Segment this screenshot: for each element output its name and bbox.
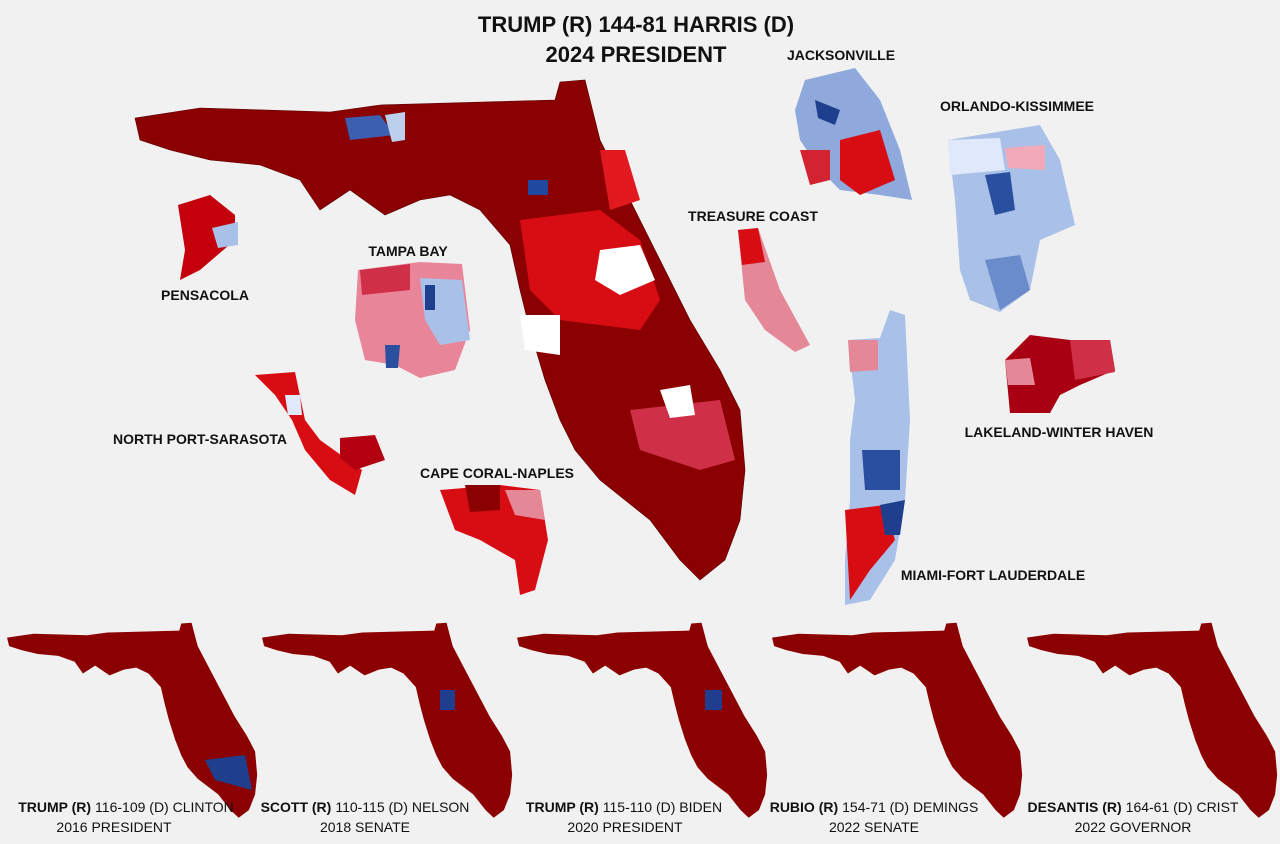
race-result: TRUMP (R) 115-110 (D) BIDEN <box>526 799 722 815</box>
winner: TRUMP (R) <box>18 799 91 815</box>
main-map <box>134 79 746 581</box>
inset-label: CAPE CORAL-NAPLES <box>420 465 574 481</box>
past-race-3: TRUMP (R) 115-110 (D) BIDEN 2020 PRESIDEN… <box>517 622 768 835</box>
race-result: SCOTT (R) 110-115 (D) NELSON <box>261 799 470 815</box>
inset-label: MIAMI-FORT LAUDERDALE <box>901 567 1085 583</box>
subtitle: 2024 PRESIDENT <box>546 42 728 67</box>
inset-label: JACKSONVILLE <box>787 47 895 63</box>
race-result: DESANTIS (R) 164-61 (D) CRIST <box>1028 799 1239 815</box>
winner: SCOTT (R) <box>261 799 332 815</box>
inset-miami: MIAMI-FORT LAUDERDALE <box>845 310 1085 605</box>
inset-treasure-coast: TREASURE COAST <box>688 208 818 352</box>
race: 2018 SENATE <box>320 819 410 835</box>
result: 110-115 (D) NELSON <box>335 799 469 815</box>
inset-label: PENSACOLA <box>161 287 249 303</box>
race: 2020 PRESIDENT <box>567 819 683 835</box>
winner: RUBIO (R) <box>770 799 838 815</box>
race-result: RUBIO (R) 154-71 (D) DEMINGS <box>770 799 979 815</box>
past-race-2: SCOTT (R) 110-115 (D) NELSON 2018 SENATE <box>261 622 513 835</box>
inset-label: NORTH PORT-SARASOTA <box>113 431 287 447</box>
winner: DESANTIS (R) <box>1028 799 1122 815</box>
inset-cape-coral: CAPE CORAL-NAPLES <box>420 465 574 595</box>
inset-label: TAMPA BAY <box>368 243 448 259</box>
result: 115-110 (D) BIDEN <box>603 799 722 815</box>
inset-jacksonville: JACKSONVILLE <box>787 47 912 200</box>
inset-sarasota: NORTH PORT-SARASOTA <box>113 372 385 495</box>
result: 116-109 (D) CLINTON <box>95 799 234 815</box>
past-race-5: DESANTIS (R) 164-61 (D) CRIST 2022 GOVERN… <box>1027 622 1278 835</box>
title: TRUMP (R) 144-81 HARRIS (D) <box>478 12 794 37</box>
inset-orlando: ORLANDO-KISSIMMEE <box>940 98 1094 312</box>
past-race-4: RUBIO (R) 154-71 (D) DEMINGS 2022 SENATE <box>770 622 1023 835</box>
inset-pensacola: PENSACOLA <box>161 195 249 303</box>
race: 2022 GOVERNOR <box>1075 819 1192 835</box>
winner: TRUMP (R) <box>526 799 599 815</box>
past-race-1: TRUMP (R) 116-109 (D) CLINTON 2016 PRESID… <box>7 622 258 835</box>
inset-tampa: TAMPA BAY <box>355 243 470 378</box>
result: 154-71 (D) DEMINGS <box>842 799 978 815</box>
inset-lakeland: LAKELAND-WINTER HAVEN <box>965 335 1154 440</box>
race-result: TRUMP (R) 116-109 (D) CLINTON <box>18 799 234 815</box>
inset-label: ORLANDO-KISSIMMEE <box>940 98 1094 114</box>
inset-label: TREASURE COAST <box>688 208 818 224</box>
result: 164-61 (D) CRIST <box>1126 799 1239 815</box>
race: 2022 SENATE <box>829 819 919 835</box>
inset-label: LAKELAND-WINTER HAVEN <box>965 424 1154 440</box>
race: 2016 PRESIDENT <box>56 819 172 835</box>
